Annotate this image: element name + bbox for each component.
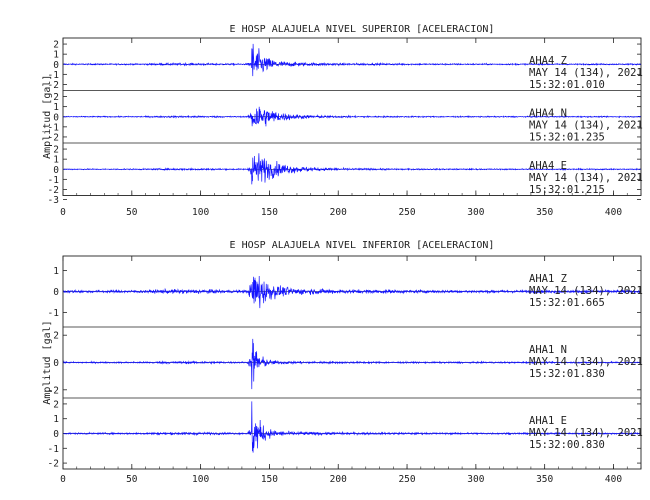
record-date: MAY 14 (134), 2021	[529, 427, 643, 439]
y-tick-label: -1	[48, 122, 60, 133]
x-tick-label: 50	[126, 207, 138, 218]
x-tick-label: 100	[192, 474, 209, 485]
y-tick-label: 2	[53, 40, 59, 51]
waveform-aha1-z	[62, 275, 642, 309]
chart-title-1: E HOSP ALAJUELA NIVEL INFERIOR [ACELERAC…	[230, 240, 495, 251]
waveform-aha4-n	[62, 106, 642, 127]
x-tick-label: 150	[261, 207, 278, 218]
waveform-aha4-e	[62, 153, 642, 185]
y-tick-label: 1	[53, 414, 59, 425]
y-tick-label: 0	[53, 165, 59, 176]
y-tick-label: 0	[53, 112, 59, 123]
record-time: 15:32:01.665	[529, 297, 605, 309]
y-tick-label: -1	[48, 444, 60, 455]
x-tick-label: 150	[261, 474, 278, 485]
y-tick-label: 1	[53, 266, 59, 277]
waveform-aha1-e	[63, 401, 642, 453]
x-tick-label: 250	[398, 474, 415, 485]
y-tick-label: -2	[48, 385, 59, 396]
x-tick-label: 250	[398, 207, 415, 218]
x-tick-label: 350	[536, 474, 553, 485]
record-date: MAY 14 (134), 2021	[529, 356, 643, 368]
y-tick-label: 1	[53, 102, 59, 113]
y-axis-label-1: Amplitud [gal]	[42, 320, 53, 404]
y-tick-label: -2	[48, 132, 59, 143]
y-tick-label: 2	[53, 145, 59, 156]
record-date: MAY 14 (134), 2021	[529, 67, 643, 79]
y-tick-label: 2	[53, 331, 59, 342]
x-tick-label: 400	[605, 207, 622, 218]
record-time: 15:32:00.830	[529, 439, 605, 451]
x-tick-label: 300	[467, 474, 484, 485]
x-tick-label: 200	[330, 474, 347, 485]
x-tick-label: 200	[330, 207, 347, 218]
station-component-label: AHA4 Z	[529, 55, 567, 67]
y-tick-label: 0	[53, 429, 59, 440]
record-date: MAY 14 (134), 2021	[529, 172, 643, 184]
x-tick-label: 0	[60, 474, 66, 485]
x-tick-label: 50	[126, 474, 138, 485]
x-tick-label: 0	[60, 207, 66, 218]
y-tick-label: -2	[48, 80, 59, 91]
y-tick-label: -1	[48, 308, 60, 319]
x-tick-label: 400	[605, 474, 622, 485]
record-time: 15:32:01.830	[529, 368, 605, 380]
y-tick-label: -1	[48, 70, 60, 81]
x-tick-label: 300	[467, 207, 484, 218]
y-axis-label-0: Amplitud [gal]	[42, 75, 53, 159]
y-tick-label: 0	[53, 358, 59, 369]
y-tick-label: -3	[48, 195, 59, 206]
record-time: 15:32:01.215	[529, 184, 605, 196]
station-component-label: AHA4 E	[529, 160, 567, 172]
station-component-label: AHA1 Z	[529, 273, 567, 285]
record-date: MAY 14 (134), 2021	[529, 120, 643, 132]
station-component-label: AHA1 N	[529, 344, 567, 356]
station-component-label: AHA1 E	[529, 415, 567, 427]
chart-title-0: E HOSP ALAJUELA NIVEL SUPERIOR [ACELERAC…	[230, 24, 495, 35]
y-tick-label: -2	[48, 459, 59, 470]
y-tick-label: -2	[48, 185, 59, 196]
x-tick-label: 350	[536, 207, 553, 218]
y-tick-label: 0	[53, 287, 59, 298]
record-time: 15:32:01.010	[529, 79, 605, 91]
record-time: 15:32:01.235	[529, 132, 605, 144]
y-tick-label: -1	[48, 175, 60, 186]
y-tick-label: 2	[53, 399, 59, 410]
y-tick-label: 0	[53, 60, 59, 71]
y-tick-label: 2	[53, 92, 59, 103]
record-date: MAY 14 (134), 2021	[529, 285, 643, 297]
waveform-aha1-n	[62, 338, 642, 390]
station-component-label: AHA4 N	[529, 108, 567, 120]
waveform-aha4-z	[62, 43, 642, 77]
y-tick-label: 1	[53, 50, 59, 61]
y-tick-label: 1	[53, 155, 59, 166]
x-tick-label: 100	[192, 207, 209, 218]
